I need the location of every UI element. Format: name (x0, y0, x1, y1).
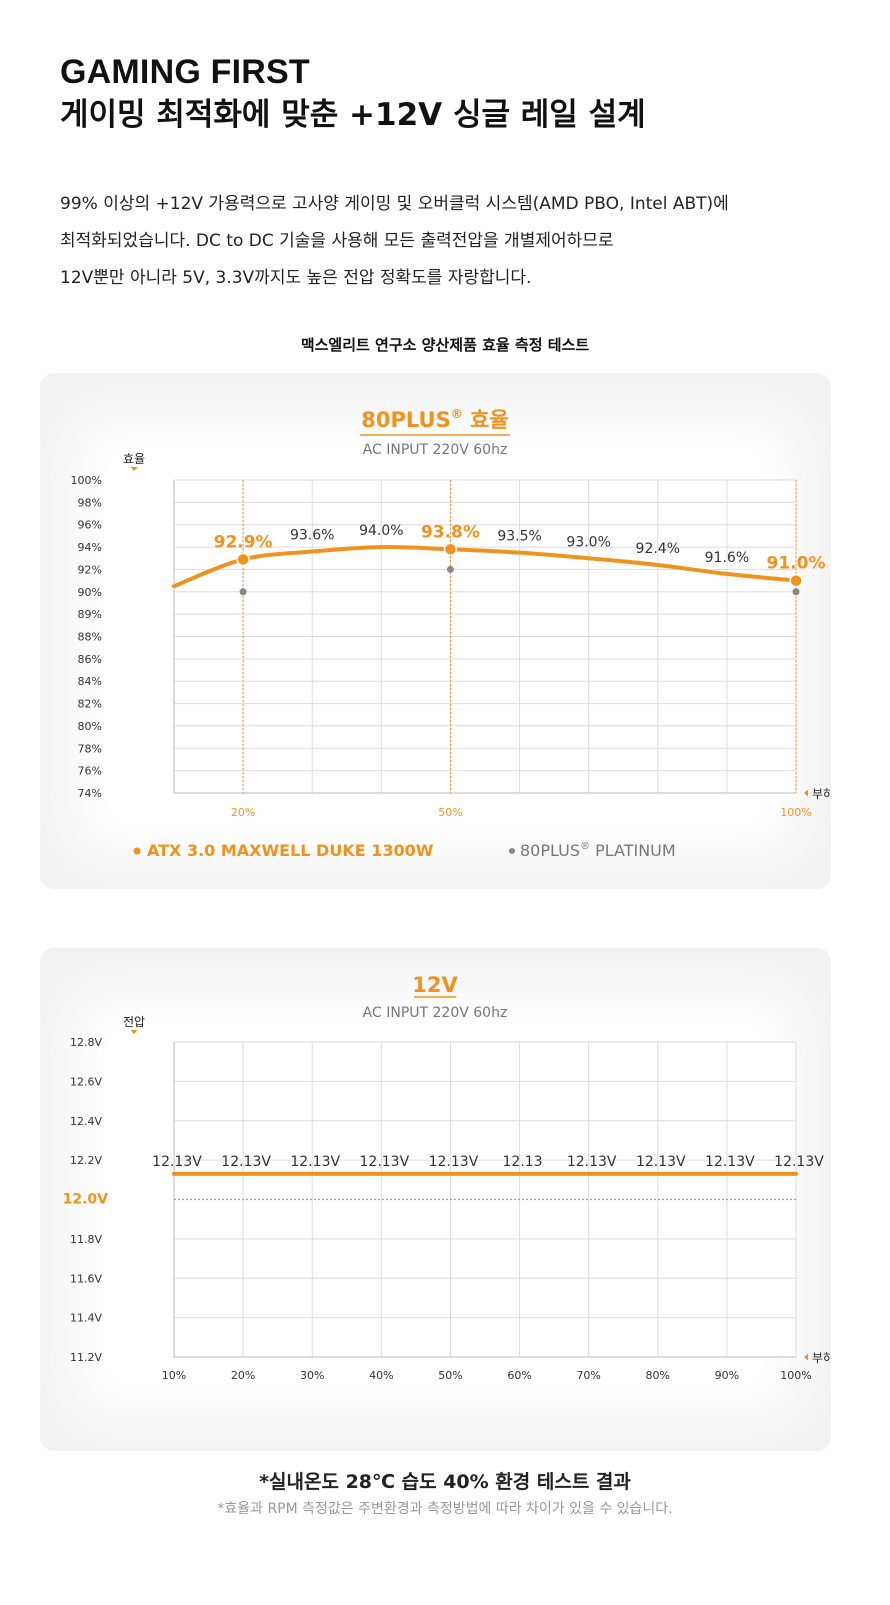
x-tick-label: 60% (507, 1369, 531, 1382)
voltage-data-label: 12.13V (774, 1154, 824, 1170)
efficiency-data-label: 93.8% (421, 522, 480, 542)
y-tick-label: 11.4V (70, 1312, 102, 1325)
platinum-point (446, 565, 454, 573)
x-tick-label: 90% (715, 1369, 739, 1382)
x-axis-caret-icon (804, 1353, 808, 1361)
x-tick-label: 70% (576, 1369, 600, 1382)
x-tick-label: 50% (438, 806, 462, 819)
x-tick-label: 10% (162, 1369, 186, 1382)
y-tick-label: 90% (78, 586, 102, 599)
voltage-data-label: 12.13V (429, 1154, 479, 1170)
section-title: 맥스엘리트 연구소 양산제품 효율 측정 테스트 (300, 336, 590, 354)
x-tick-label: 30% (300, 1369, 324, 1382)
y-tick-label: 12.6V (70, 1075, 102, 1088)
y-axis-label: 효율 (123, 452, 145, 466)
legend-label: 80PLUS® PLATINUM (520, 841, 676, 860)
efficiency-line (172, 545, 798, 589)
y-tick-label: 80% (78, 720, 102, 733)
heading: GAMING FIRST 게이밍 최적화에 맞춘 +12V 싱글 레일 설계 (60, 52, 646, 136)
legend-label: ATX 3.0 MAXWELL DUKE 1300W (147, 841, 434, 860)
reference-line-label: 12.0V (63, 1192, 109, 1208)
y-tick-label: 86% (78, 653, 102, 666)
y-tick-label: 12.2V (70, 1154, 102, 1167)
voltage-chart-panel: 12V AC INPUT 220V 60hz 전압 12.8V 12.6V 12.4… (40, 948, 831, 1451)
voltage-data-label: 12.13V (360, 1154, 410, 1170)
y-axis-label: 전압 (123, 1015, 145, 1029)
x-axis-label: 부하율 (812, 1351, 831, 1365)
voltage-data-label: 12.13V (290, 1154, 340, 1170)
efficiency-data-label: 92.4% (636, 541, 680, 557)
efficiency-data-label: 91.0% (767, 554, 826, 574)
y-tick-label: 96% (78, 519, 102, 532)
legend-dot (509, 848, 515, 854)
x-tick-label: 100% (780, 806, 811, 819)
y-axis-caret-icon (130, 467, 138, 471)
y-tick-label: 76% (78, 765, 102, 778)
heading-title-en: GAMING FIRST (60, 53, 310, 91)
y-tick-label: 100% (71, 474, 102, 487)
heading-title-ko: 게이밍 최적화에 맞춘 +12V 싱글 레일 설계 (60, 97, 646, 133)
chart-subtitle: AC INPUT 220V 60hz (363, 442, 508, 458)
voltage-data-label: 12.13 (503, 1154, 543, 1170)
voltage-chart: 12V AC INPUT 220V 60hz 전압 12.8V 12.6V 12.4… (63, 973, 831, 1382)
efficiency-data-label: 93.0% (566, 534, 610, 550)
x-tick-label: 20% (231, 1369, 255, 1382)
y-tick-label: 74% (78, 787, 102, 800)
y-tick-label: 12.4V (70, 1115, 102, 1128)
y-tick-label: 11.8V (70, 1233, 102, 1246)
description-line: 12V뿐만 아니라 5V, 3.3V까지도 높은 전압 정확도를 자랑합니다. (60, 268, 532, 288)
efficiency-data-label: 93.6% (290, 528, 334, 544)
chart-subtitle: AC INPUT 220V 60hz (363, 1005, 508, 1021)
voltage-data-label: 12.13V (152, 1154, 202, 1170)
footnote-sub: *효율과 RPM 측정값은 주변환경과 측정방법에 따라 차이가 있을 수 있습… (217, 1501, 673, 1517)
y-tick-label: 82% (78, 698, 102, 711)
x-axis-caret-icon (804, 789, 808, 797)
efficiency-data-label: 94.0% (359, 523, 403, 539)
y-tick-label: 11.2V (70, 1351, 102, 1364)
efficiency-data-label: 91.6% (705, 550, 749, 566)
platinum-point (239, 588, 247, 596)
x-axis-label: 부하율 (812, 787, 831, 801)
efficiency-chart: 80PLUS® 효율 AC INPUT 220V 60hz 효율 100% 98%… (71, 407, 831, 860)
voltage-data-label: 12.13V (567, 1154, 617, 1170)
description-line: 99% 이상의 +12V 가용력으로 고사양 게이밍 및 오버클럭 시스템(AM… (60, 194, 729, 214)
y-axis-caret-icon (130, 1030, 138, 1034)
chart-title: 12V (412, 973, 458, 997)
description: 99% 이상의 +12V 가용력으로 고사양 게이밍 및 오버클럭 시스템(AM… (60, 186, 840, 297)
efficiency-chart-panel: 80PLUS® 효율 AC INPUT 220V 60hz 효율 100% 98%… (40, 373, 831, 889)
efficiency-point (789, 573, 803, 588)
y-tick-label: 11.6V (70, 1272, 102, 1285)
y-tick-label: 12.8V (70, 1036, 102, 1049)
footnote: *실내온도 28℃ 습도 40% 환경 테스트 결과 *효율과 RPM 측정값은… (0, 1467, 890, 1518)
efficiency-point (236, 552, 250, 567)
voltage-data-label: 12.13V (636, 1154, 686, 1170)
description-line: 최적화되었습니다. DC to DC 기술을 사용해 모든 출력전압을 개별제어… (60, 231, 614, 251)
efficiency-data-label: 93.5% (497, 529, 541, 545)
voltage-data-label: 12.13V (221, 1154, 271, 1170)
efficiency-point (443, 542, 458, 557)
efficiency-data-label: 92.9% (214, 532, 273, 552)
legend-dot (133, 847, 141, 855)
y-tick-label: 88% (78, 631, 102, 644)
x-tick-label: 40% (369, 1369, 393, 1382)
y-tick-label: 98% (78, 496, 102, 509)
voltage-data-label: 12.13V (705, 1154, 755, 1170)
x-tick-label: 100% (780, 1369, 811, 1382)
x-tick-label: 50% (438, 1369, 462, 1382)
platinum-point (792, 588, 800, 596)
y-tick-label: 78% (78, 742, 102, 755)
chart-title: 80PLUS® 효율 (361, 407, 508, 432)
plot-area (174, 1042, 796, 1357)
footnote-main: *실내온도 28℃ 습도 40% 환경 테스트 결과 (259, 1471, 631, 1493)
x-tick-label: 80% (646, 1369, 670, 1382)
x-tick-label: 20% (231, 806, 255, 819)
y-tick-label: 84% (78, 675, 102, 688)
y-tick-label: 94% (78, 541, 102, 554)
y-tick-label: 89% (78, 608, 102, 621)
y-tick-label: 92% (78, 563, 102, 576)
